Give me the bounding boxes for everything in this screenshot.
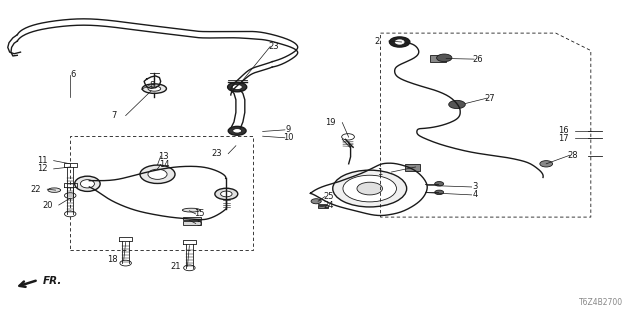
Text: 28: 28 <box>568 151 579 160</box>
Bar <box>318 205 328 208</box>
Text: 20: 20 <box>42 201 52 210</box>
Bar <box>183 217 201 220</box>
Bar <box>183 221 201 225</box>
Circle shape <box>221 191 232 197</box>
Ellipse shape <box>140 165 175 183</box>
Circle shape <box>233 129 242 133</box>
Text: 7: 7 <box>111 111 117 120</box>
Text: 22: 22 <box>31 185 41 194</box>
Circle shape <box>228 126 246 135</box>
Text: FR.: FR. <box>43 276 62 286</box>
Bar <box>430 55 445 62</box>
Text: 19: 19 <box>326 118 336 127</box>
Ellipse shape <box>148 169 167 179</box>
Text: 1: 1 <box>377 168 383 177</box>
Text: 26: 26 <box>472 55 483 64</box>
Circle shape <box>357 182 383 195</box>
Circle shape <box>65 211 76 217</box>
Text: 10: 10 <box>283 133 293 142</box>
Circle shape <box>65 193 76 198</box>
Ellipse shape <box>48 188 61 192</box>
Text: 11: 11 <box>37 156 47 165</box>
Bar <box>404 164 420 171</box>
Circle shape <box>435 190 444 195</box>
Ellipse shape <box>75 176 100 191</box>
Text: 23: 23 <box>268 42 279 51</box>
Circle shape <box>333 170 406 207</box>
Text: T6Z4B2700: T6Z4B2700 <box>579 298 623 307</box>
Circle shape <box>311 199 321 204</box>
Ellipse shape <box>182 208 200 212</box>
Circle shape <box>540 161 552 167</box>
Text: 15: 15 <box>194 209 204 219</box>
Text: 23: 23 <box>211 149 222 158</box>
Ellipse shape <box>142 84 166 93</box>
Text: 9: 9 <box>285 125 291 134</box>
Circle shape <box>342 134 355 140</box>
Text: 25: 25 <box>323 192 333 201</box>
Circle shape <box>436 54 452 62</box>
Text: 13: 13 <box>159 152 169 161</box>
Ellipse shape <box>148 86 161 91</box>
Text: 27: 27 <box>485 94 495 103</box>
Text: 2: 2 <box>375 36 380 45</box>
Text: 3: 3 <box>472 182 477 191</box>
Circle shape <box>228 82 246 92</box>
Ellipse shape <box>81 180 95 188</box>
Circle shape <box>343 175 396 202</box>
Circle shape <box>395 40 404 44</box>
Text: 14: 14 <box>159 160 169 169</box>
Circle shape <box>435 181 444 186</box>
Circle shape <box>184 265 195 271</box>
Text: 18: 18 <box>107 255 118 264</box>
Text: 5: 5 <box>196 219 202 228</box>
Text: 12: 12 <box>37 164 47 173</box>
Text: 21: 21 <box>171 262 181 271</box>
Text: 17: 17 <box>558 134 569 143</box>
Text: 24: 24 <box>323 202 333 211</box>
Text: 16: 16 <box>558 126 569 135</box>
Circle shape <box>390 37 410 47</box>
Bar <box>70 136 253 251</box>
Text: 4: 4 <box>472 190 477 199</box>
Text: 8: 8 <box>150 81 155 90</box>
Circle shape <box>215 188 238 200</box>
Circle shape <box>120 260 131 266</box>
Text: 6: 6 <box>70 70 76 79</box>
Circle shape <box>232 84 243 90</box>
Circle shape <box>449 100 465 108</box>
